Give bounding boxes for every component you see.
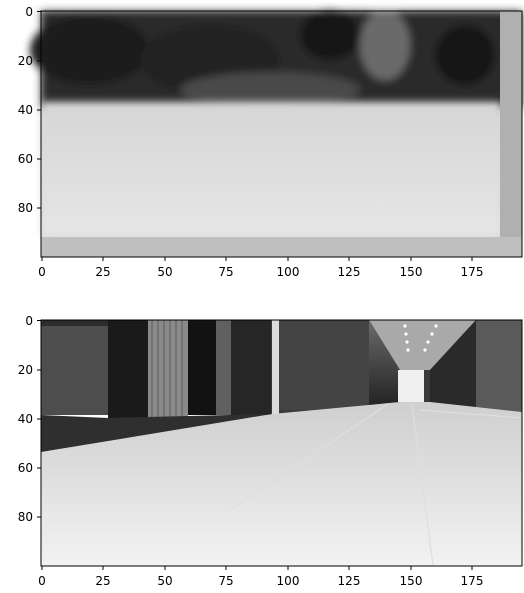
bottom-image-frame (40, 319, 523, 567)
top-image-frame (40, 10, 523, 258)
top-x-axis: 0 25 50 75 100 125 150 175 (38, 257, 483, 279)
bottom-image-corridor-ceiling (369, 320, 476, 370)
top-y-tick-label: 0 (25, 5, 33, 19)
bottom-y-tick-label: 80 (18, 510, 33, 524)
top-y-tick-label: 60 (18, 152, 33, 166)
bottom-image-corridor-right (430, 320, 476, 410)
bottom-image-wall-panel (216, 320, 231, 415)
top-image-dark-blob (30, 15, 150, 85)
bottom-x-tick-label: 150 (400, 574, 423, 588)
bottom-image-right-wall (476, 320, 522, 412)
top-image-right-strip (500, 11, 522, 257)
bottom-x-tick-label: 25 (95, 574, 110, 588)
bottom-x-tick-label: 125 (338, 574, 361, 588)
bottom-y-axis: 0 20 40 60 80 (18, 314, 41, 524)
top-image-dark-blob (300, 10, 360, 60)
top-image-mid-blob (180, 72, 360, 108)
bottom-x-tick-label: 0 (38, 574, 46, 588)
bottom-image-left-glass-frame (41, 320, 108, 326)
top-x-tick-label: 175 (461, 265, 484, 279)
top-image-dark-blob (435, 25, 495, 85)
top-x-tick-label: 100 (277, 265, 300, 279)
top-x-tick-label: 150 (400, 265, 423, 279)
top-x-tick-label: 0 (38, 265, 46, 279)
top-y-tick-label: 40 (18, 103, 33, 117)
bottom-y-tick-label: 60 (18, 461, 33, 475)
bottom-image-left-glass (41, 320, 108, 415)
bottom-image-doorway (188, 320, 216, 415)
bottom-y-tick-label: 20 (18, 363, 33, 377)
bottom-x-tick-label: 75 (218, 574, 233, 588)
bottom-y-tick-label: 40 (18, 412, 33, 426)
top-y-tick-label: 20 (18, 54, 33, 68)
top-image-light-blob (360, 10, 410, 80)
bottom-image-white-column (272, 320, 279, 416)
top-y-axis: 0 20 40 60 80 (18, 5, 41, 215)
top-image-floor-region (41, 102, 501, 237)
bottom-x-axis: 0 25 50 75 100 125 150 175 (38, 566, 483, 588)
bottom-image-floor-lines (229, 403, 523, 567)
bottom-image-corridor (369, 320, 400, 410)
top-x-tick-label: 50 (157, 265, 172, 279)
bottom-image-dark-panel (231, 320, 271, 415)
bottom-image-floor (41, 402, 522, 566)
top-image-bottom-strip (41, 237, 522, 257)
bottom-image-wall-right (279, 320, 369, 410)
bottom-x-tick-label: 50 (157, 574, 172, 588)
bottom-x-tick-label: 100 (277, 574, 300, 588)
top-image-panel: 0 20 40 60 80 0 25 50 75 100 125 150 175 (18, 5, 523, 279)
bottom-x-tick-label: 175 (461, 574, 484, 588)
bottom-image-panel: 0 20 40 60 80 0 25 50 75 100 125 150 175 (18, 314, 523, 588)
top-x-tick-label: 125 (338, 265, 361, 279)
bottom-image-floor-edge (41, 414, 272, 452)
bottom-image-corridor-end (398, 370, 424, 402)
bottom-image-textured-pillar (148, 320, 188, 418)
bottom-image-texture (151, 320, 183, 418)
top-x-tick-label: 25 (95, 265, 110, 279)
top-x-tick-label: 75 (218, 265, 233, 279)
bottom-image-ceiling-lights (403, 324, 438, 352)
bottom-image-pillar (108, 320, 148, 418)
bottom-y-tick-label: 0 (25, 314, 33, 328)
top-y-tick-label: 80 (18, 201, 33, 215)
